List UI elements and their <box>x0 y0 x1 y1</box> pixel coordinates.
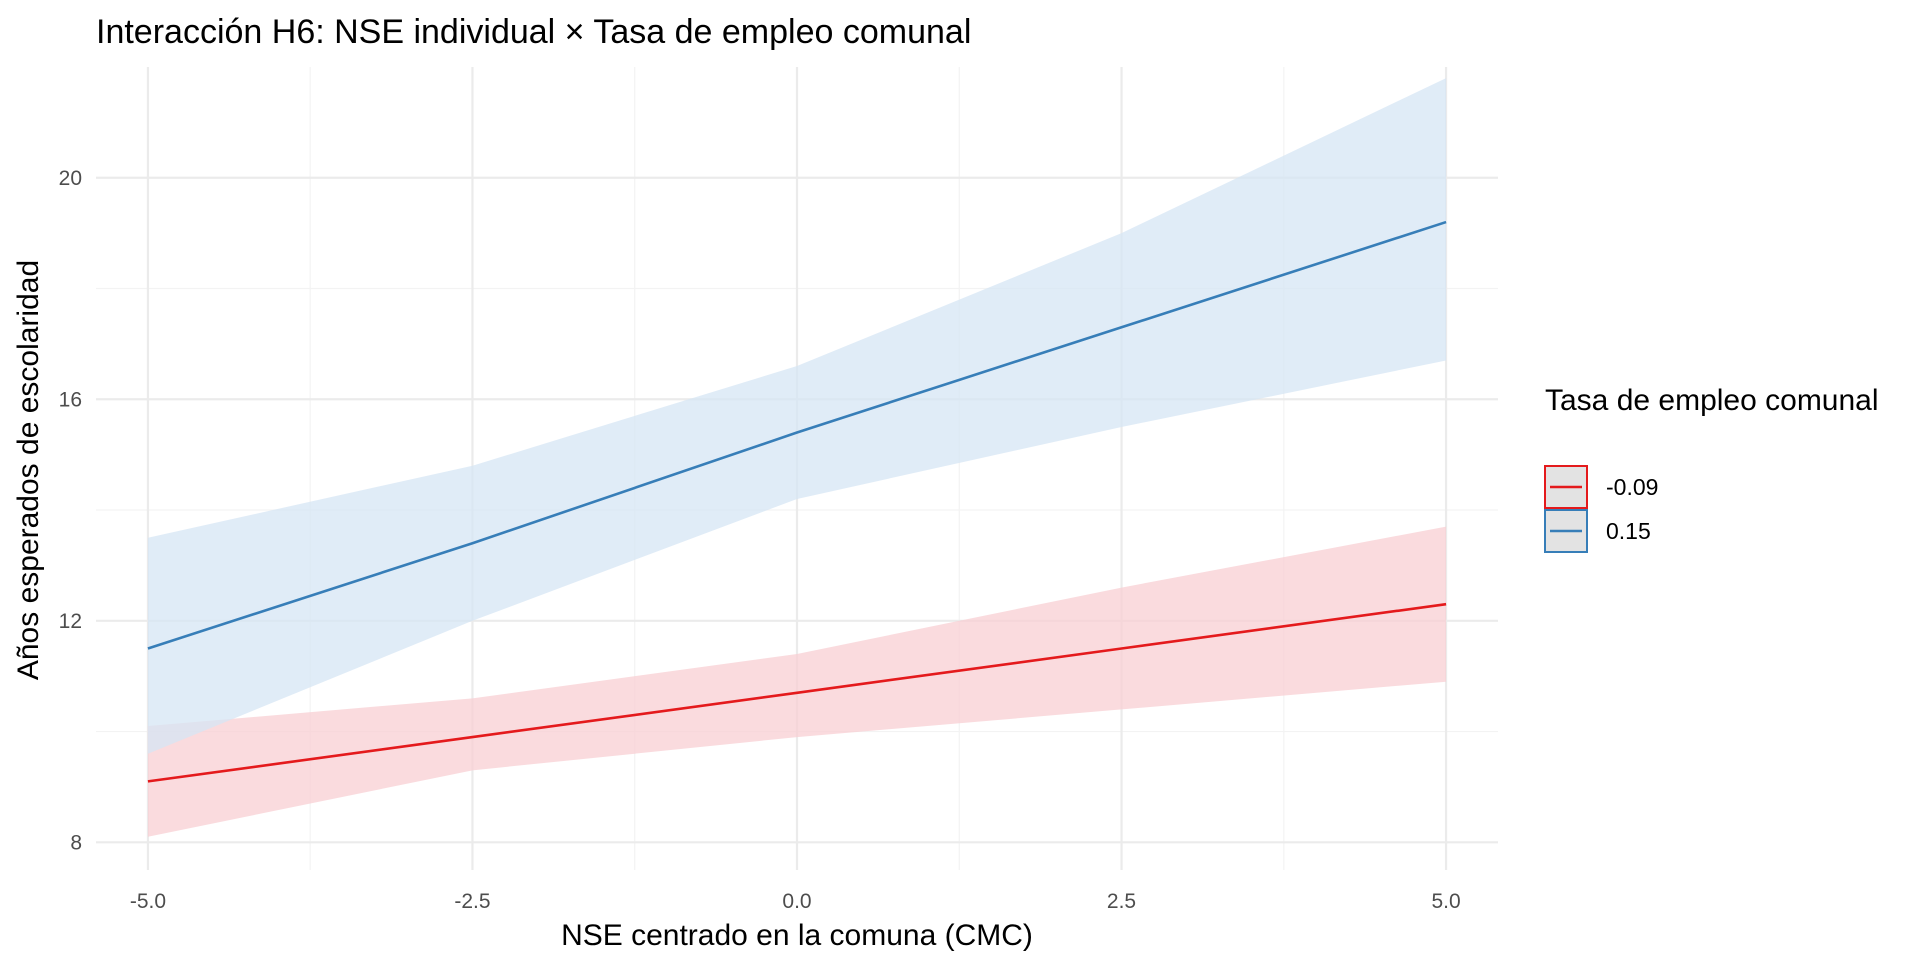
x-axis-title: NSE centrado en la comuna (CMC) <box>561 919 1033 952</box>
y-tick-label: 16 <box>59 388 82 411</box>
y-tick-label: 20 <box>59 167 82 190</box>
confidence-ribbons <box>147 78 1447 837</box>
series-lines <box>147 220 1447 783</box>
y-axis-title: Años esperados de escolaridad <box>12 260 45 680</box>
confidence-ribbon-1 <box>147 526 1447 837</box>
y-tick-label: 8 <box>70 831 82 854</box>
x-tick-label: -5.0 <box>130 890 166 913</box>
legend-title: Tasa de empleo comunal <box>1545 384 1879 417</box>
x-tick-label: -2.5 <box>454 890 490 913</box>
legend-key-2 <box>1544 509 1588 553</box>
series-line-2 <box>147 220 1447 650</box>
x-tick-label: 2.5 <box>1107 890 1136 913</box>
legend-label-1: -0.09 <box>1606 474 1658 500</box>
x-tick-label: 0.0 <box>782 890 811 913</box>
y-tick-label: 12 <box>59 610 82 633</box>
x-tick-label: 5.0 <box>1431 890 1460 913</box>
series-line-1 <box>147 602 1447 783</box>
legend-key-1 <box>1544 465 1588 509</box>
y-axis-ticks: 8 12 16 20 <box>59 167 82 855</box>
confidence-ribbon-2 <box>147 78 1447 754</box>
x-axis-ticks: -5.0 -2.5 0.0 2.5 5.0 <box>130 890 1461 913</box>
chart-title: Interacción H6: NSE individual × Tasa de… <box>96 13 971 51</box>
legend: Tasa de empleo comunal -0.09 0.15 <box>1544 384 1879 553</box>
legend-label-2: 0.15 <box>1606 518 1651 544</box>
